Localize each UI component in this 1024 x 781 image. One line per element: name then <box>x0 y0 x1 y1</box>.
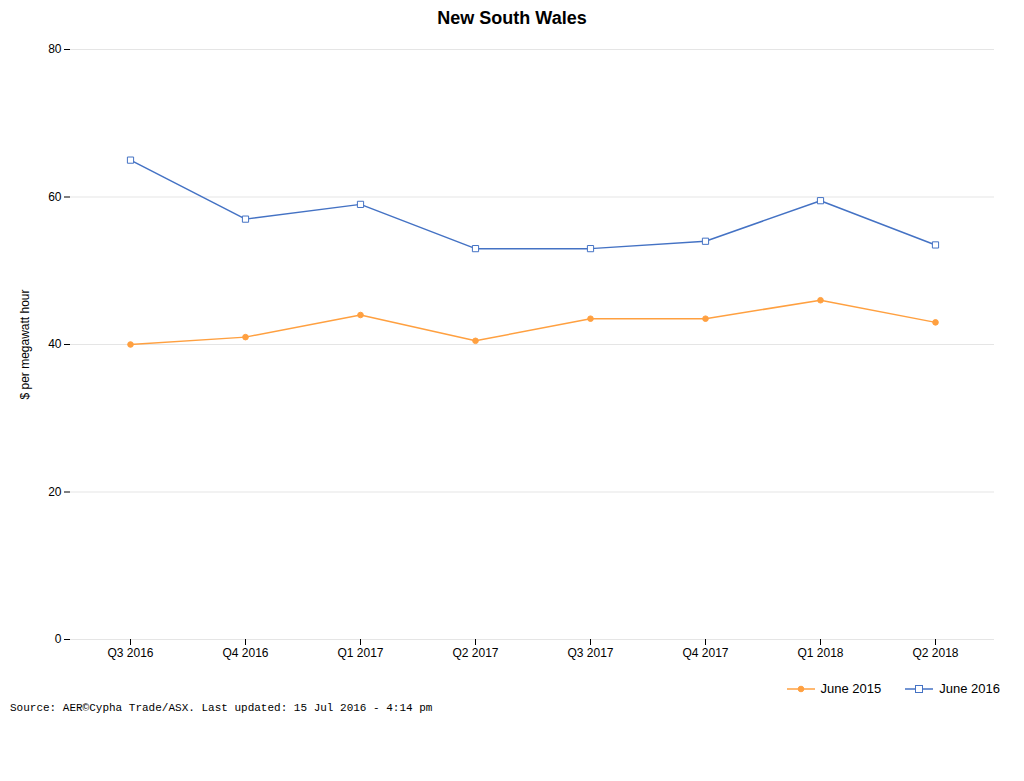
svg-text:$ per megawatt hour: $ per megawatt hour <box>18 289 32 399</box>
svg-text:Q1 2017: Q1 2017 <box>337 646 383 660</box>
html-text:Source: AER©Cypha Trade/ASX. L: Source: AER©Cypha Trade/ASX. Last update… <box>10 702 433 714</box>
svg-text:Q1 2018: Q1 2018 <box>797 646 843 660</box>
html-text:June 2016: June 2016 <box>939 681 1000 696</box>
html-text:New South Wales: New South Wales <box>437 8 587 28</box>
svg-text:Q2 2017: Q2 2017 <box>452 646 498 660</box>
html-text:June 2015: June 2015 <box>820 681 882 696</box>
svg-text:80: 80 <box>48 42 62 56</box>
svg-text:Q3 2017: Q3 2017 <box>567 646 613 660</box>
svg-text:20: 20 <box>48 485 62 499</box>
svg-text:0: 0 <box>55 632 62 646</box>
svg-text:Q2 2018: Q2 2018 <box>912 646 958 660</box>
svg-text:40: 40 <box>48 337 62 351</box>
svg-text:60: 60 <box>48 190 62 204</box>
svg-text:Q4 2017: Q4 2017 <box>682 646 728 660</box>
svg-text:Q4 2016: Q4 2016 <box>222 646 268 660</box>
svg-text:Q3 2016: Q3 2016 <box>107 646 153 660</box>
